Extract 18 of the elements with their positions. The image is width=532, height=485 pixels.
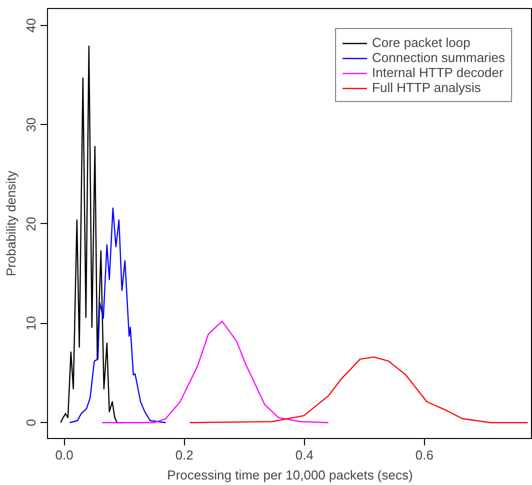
y-tick-label: 0: [24, 418, 38, 426]
y-tick-label: 20: [24, 216, 38, 232]
y-tick-label: 30: [24, 117, 38, 132]
y-axis-title: Probability density: [4, 170, 18, 276]
line-series: [69, 208, 166, 424]
legend-label: Full HTTP analysis: [372, 80, 481, 95]
legend-label: Internal HTTP decoder: [372, 65, 504, 80]
x-tick-label: 0.0: [55, 448, 74, 462]
y-tick-label: 40: [24, 18, 38, 33]
x-axis-title: Processing time per 10,000 packets (secs): [167, 468, 413, 482]
legend-label: Connection summaries: [372, 50, 505, 65]
line-series: [189, 356, 528, 424]
x-tick-label: 0.6: [415, 448, 434, 462]
legend-label: Core packet loop: [372, 35, 470, 50]
line-series: [102, 320, 330, 424]
x-tick-label: 0.2: [175, 448, 194, 462]
x-tick-label: 0.4: [295, 448, 314, 462]
y-tick-label: 10: [24, 316, 38, 331]
